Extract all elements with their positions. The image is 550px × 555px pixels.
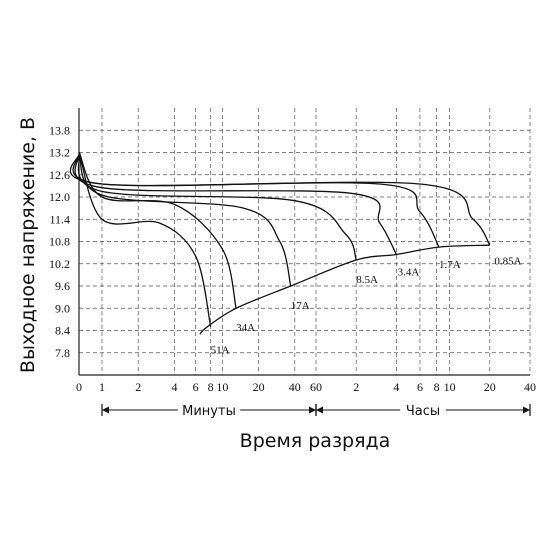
hours-range-label: Часы [406,404,440,419]
y-tick-label: 10.8 [49,235,70,249]
x-tick-label-minutes: 10 [216,380,228,394]
y-tick-label: 12.0 [49,190,70,204]
x-tick-label-minutes: 0 [76,380,82,394]
end-voltage-line [199,244,490,335]
x-axis-title: Время разряда [240,430,391,452]
series-label-51A: 51A [211,344,230,356]
minutes-range-arrow-left [102,406,109,414]
series-line-3.4A [74,152,397,255]
axes [78,108,530,376]
y-tick-label: 13.2 [49,146,70,160]
series-label-0.85A: 0.85A [494,255,521,267]
x-tick-label-hours: 20 [484,380,496,394]
series-line-34A [78,152,237,309]
series-label-34A: 34A [236,322,255,334]
y-tick-label: 7.8 [55,346,70,360]
x-tick-label-hours: 2 [353,380,359,394]
x-tick-label-hours: 10 [444,380,456,394]
x-tick-label-minutes: 6 [193,380,199,394]
series-label-8.5A: 8.5A [356,274,378,286]
series-lines [69,152,491,335]
x-tick-labels: 0 1 2 4 6 8 10 20 40 60 2 4 6 8 10 20 40 [76,380,536,394]
x-tick-label-hours: 40 [524,380,536,394]
minutes-range-arrow-right [309,406,316,414]
y-tick-label: 10.2 [49,257,70,271]
y-axis-title: Выходное напряжение, В [17,117,39,373]
minutes-range-label: Минуты [182,404,236,419]
grid [79,108,531,375]
y-tick-label: 9.0 [55,301,70,315]
x-tick-label-minutes: 20 [253,380,265,394]
series-labels: 51A 34A 17A 8.5A 3.4A 1.7A 0.85A [211,255,522,356]
unit-ranges: Минуты Часы [101,404,531,419]
x-tick-label-minutes: 60 [310,380,322,394]
series-line-8.5A [77,152,357,261]
x-tick-label-hours: 4 [393,380,399,394]
y-tick-label: 8.4 [55,324,70,338]
series-label-1.7A: 1.7A [439,259,461,271]
hours-range-arrow-left [316,406,323,414]
x-tick-label-minutes: 4 [171,380,177,394]
series-label-3.4A: 3.4A [398,266,420,278]
x-tick-label-minutes: 2 [135,380,141,394]
series-line-0.85A [69,152,491,246]
series-label-17A: 17A [291,300,310,312]
x-tick-label-hours: 6 [417,380,423,394]
x-tick-label-minutes: 8 [208,380,214,394]
y-tick-labels: 13.8 13.2 12.6 12.0 11.4 10.8 10.2 9.6 9.0 8.4 7.8 [49,123,70,360]
x-tick-label-minutes: 40 [289,380,301,394]
y-tick-label: 12.6 [49,168,70,182]
x-tick-label-minutes: 1 [99,380,105,394]
y-tick-label: 9.6 [55,279,70,293]
series-line-51A [78,152,212,327]
hours-range-arrow-right [523,406,530,414]
x-tick-label-hours: 8 [434,380,440,394]
y-tick-label: 13.8 [49,123,70,137]
y-tick-label: 11.4 [49,212,70,226]
